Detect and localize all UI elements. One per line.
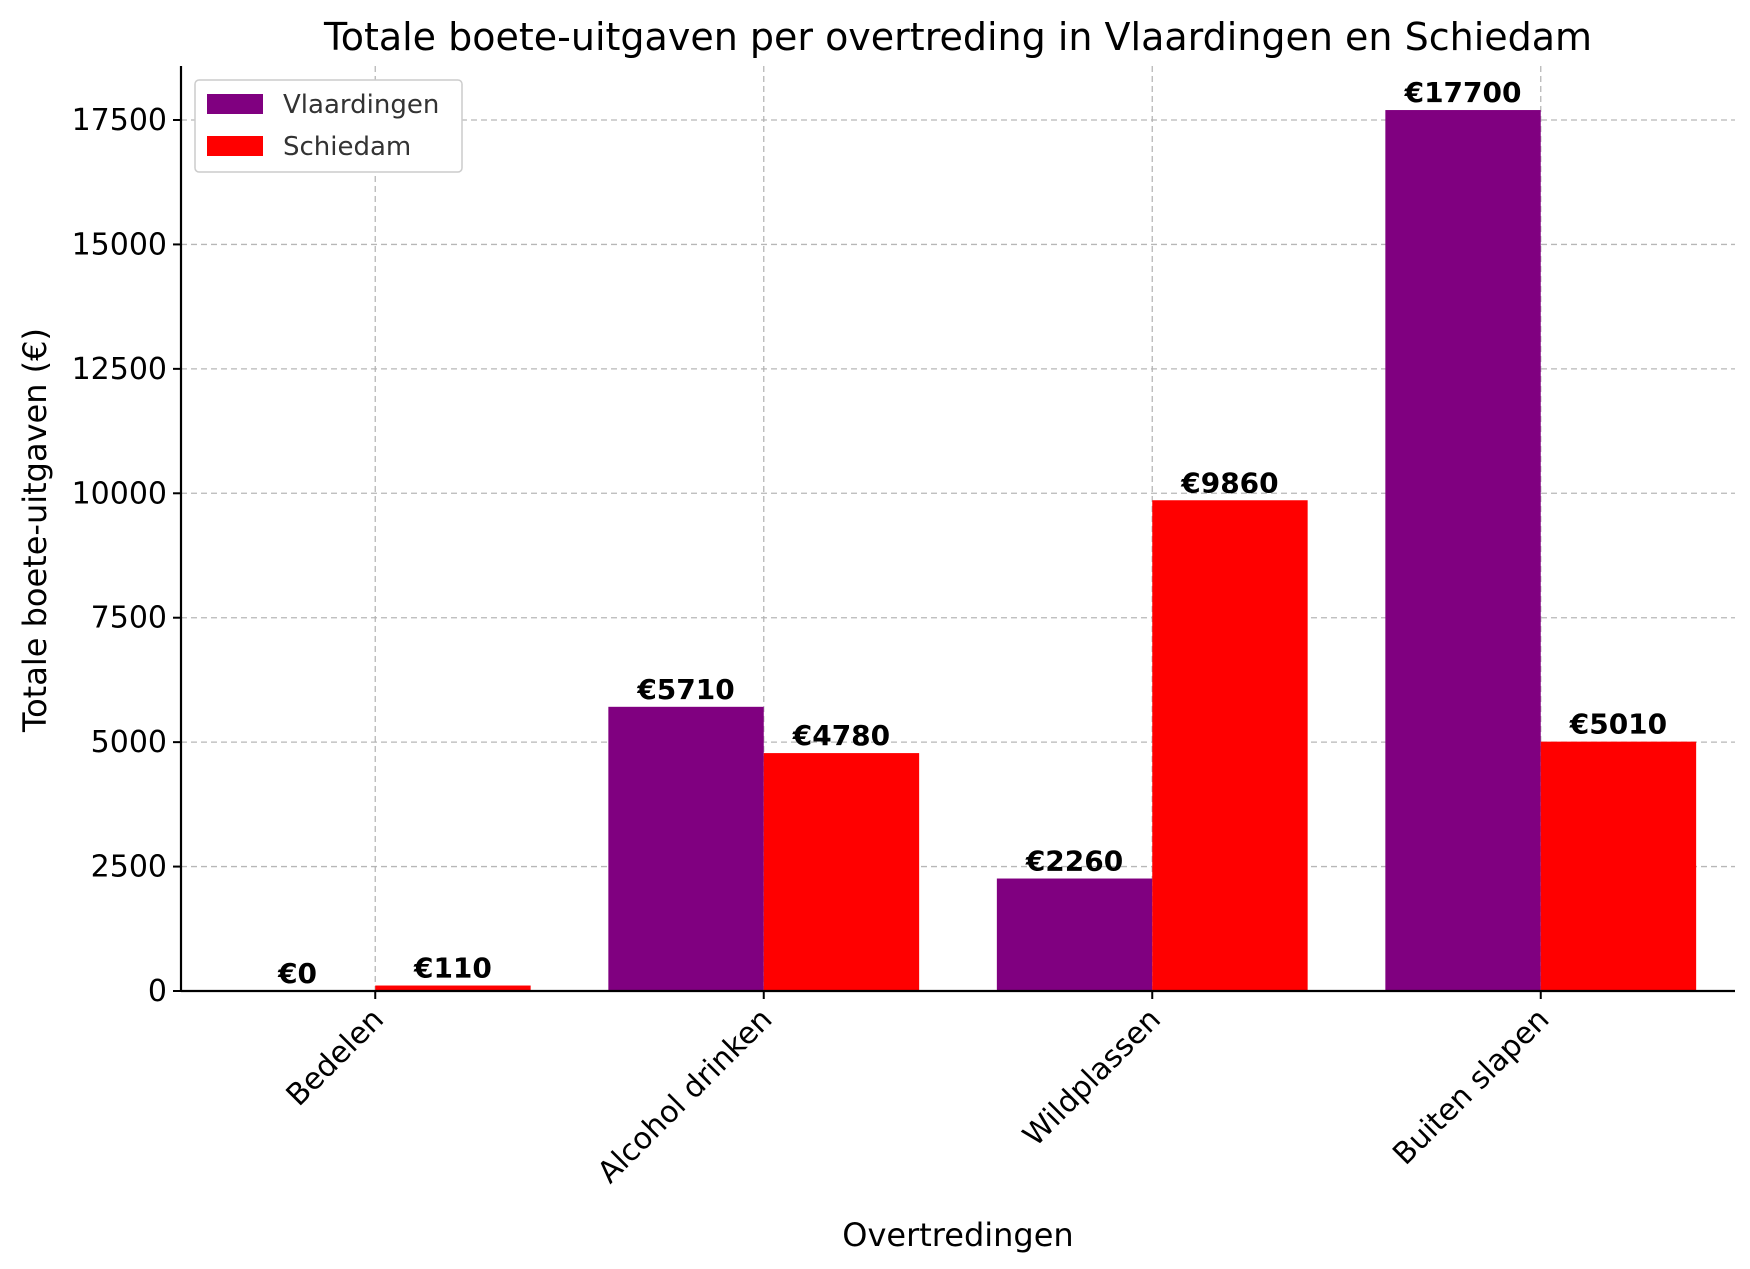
y-tick-label: 15000	[72, 227, 167, 262]
y-tick-label: 0	[148, 974, 167, 1009]
legend-label-schiedam: Schiedam	[283, 132, 411, 162]
legend: Vlaardingen Schiedam	[194, 79, 463, 173]
bar-value-label: €17700	[1404, 76, 1522, 109]
bar-value-label: €9860	[1180, 466, 1278, 499]
bar-schiedam	[763, 753, 920, 991]
chart-title: Totale boete-uitgaven per overtreding in…	[323, 15, 1592, 59]
y-tick-label: 5000	[91, 725, 167, 760]
x-tick-label: Bedelen	[280, 1002, 391, 1113]
bar-vlaardingen	[608, 706, 764, 991]
bars	[375, 110, 1697, 992]
y-tick-label: 10000	[72, 476, 167, 511]
bar-vlaardingen	[996, 878, 1153, 991]
bar-value-label: €0	[277, 957, 317, 990]
bar-value-labels: €0 €5710 €2260 €17700 €110 €4780 €9860 €5010	[277, 76, 1667, 990]
x-tick-label: Alcohol drinken	[591, 1002, 779, 1190]
bar-vlaardingen	[1385, 110, 1541, 992]
bar-value-label: €110	[413, 952, 492, 985]
x-tick-label: Buiten slapen	[1386, 1002, 1556, 1172]
y-tick-label: 12500	[72, 352, 167, 387]
bar-value-label: €5010	[1569, 708, 1667, 741]
bar-schiedam	[1540, 741, 1697, 991]
bar-schiedam	[375, 985, 531, 991]
y-tick-label: 7500	[91, 601, 167, 636]
legend-swatch-vlaardingen	[207, 94, 263, 114]
bar-value-label: €5710	[636, 673, 734, 706]
legend-swatch-schiedam	[207, 136, 263, 156]
bar-value-label: €2260	[1025, 845, 1123, 878]
y-axis-label: Totale boete-uitgaven (€)	[16, 328, 54, 733]
x-tick-label: Wildplassen	[1016, 1002, 1167, 1153]
y-tick-label: 17500	[72, 103, 167, 138]
x-axis-label: Overtredingen	[842, 1216, 1073, 1254]
y-tick-label: 2500	[91, 850, 167, 885]
legend-label-vlaardingen: Vlaardingen	[283, 90, 439, 120]
bar-value-label: €4780	[792, 719, 890, 752]
bar-schiedam	[1152, 500, 1308, 991]
